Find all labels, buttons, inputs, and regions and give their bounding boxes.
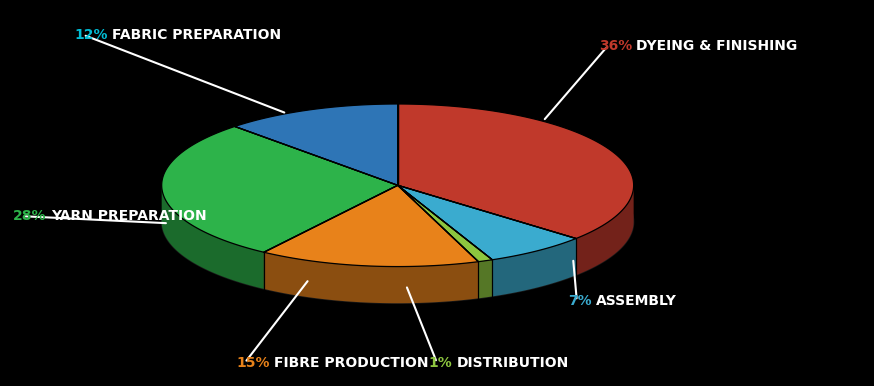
Polygon shape xyxy=(264,185,478,267)
Polygon shape xyxy=(398,185,492,262)
Text: 1%: 1% xyxy=(428,356,452,370)
Text: 7%: 7% xyxy=(568,294,592,308)
Polygon shape xyxy=(162,186,264,289)
Text: 36%: 36% xyxy=(599,39,632,53)
Text: FABRIC PREPARATION: FABRIC PREPARATION xyxy=(112,28,281,42)
Text: FIBRE PRODUCTION: FIBRE PRODUCTION xyxy=(274,356,428,370)
Text: YARN PREPARATION: YARN PREPARATION xyxy=(51,209,206,223)
Text: 28%: 28% xyxy=(13,209,46,223)
Polygon shape xyxy=(398,185,576,260)
Polygon shape xyxy=(162,127,398,252)
Polygon shape xyxy=(264,252,478,303)
Polygon shape xyxy=(398,104,634,239)
Polygon shape xyxy=(478,260,492,298)
Polygon shape xyxy=(492,239,576,296)
Text: 12%: 12% xyxy=(74,28,108,42)
Text: 15%: 15% xyxy=(236,356,269,370)
Text: ASSEMBLY: ASSEMBLY xyxy=(596,294,677,308)
Polygon shape xyxy=(162,141,634,303)
Text: DISTRIBUTION: DISTRIBUTION xyxy=(456,356,569,370)
Text: DYEING & FINISHING: DYEING & FINISHING xyxy=(636,39,798,53)
Polygon shape xyxy=(235,104,398,185)
Polygon shape xyxy=(576,185,634,275)
